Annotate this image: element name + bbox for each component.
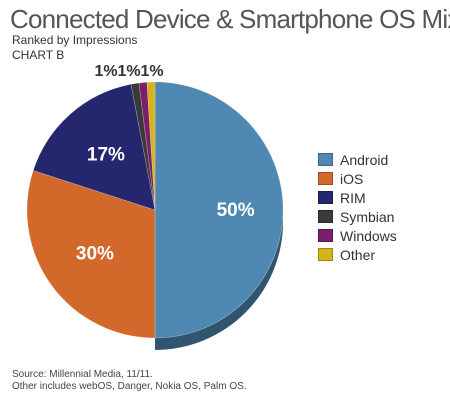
legend-label: Android [340,151,389,168]
slice-label-android: 50% [217,200,255,221]
legend-item-ios: iOS [318,169,397,188]
legend: Android iOS RIM Symbian Windows Other [318,150,397,264]
legend-item-rim: RIM [318,188,397,207]
legend-label: Symbian [340,208,395,225]
legend-label: Other [340,246,376,263]
pie-slice-symbian [130,82,156,211]
slice-label-ios: 30% [76,244,114,265]
source-note: Source: Millennial Media, 11/11. [12,369,153,380]
slice-label-symbian: 1% [94,63,117,80]
legend-item-symbian: Symbian [318,207,397,226]
legend-item-other: Other [318,245,397,264]
legend-item-windows: Windows [318,226,397,245]
slice-label-windows: 1% [117,63,140,80]
footnote: Source: Millennial Media, 11/11. Other i… [12,369,247,393]
chart-id-label: CHART B [12,48,65,62]
chart-title: Connected Device & Smartphone OS Mix [10,4,450,34]
slice-label-other: 1% [140,63,163,80]
legend-swatch [318,248,333,261]
legend-item-android: Android [318,150,397,169]
legend-swatch [318,210,333,223]
legend-swatch [318,172,333,185]
slice-label-rim: 17% [87,144,125,165]
pie-slice-rim [32,83,156,211]
pie-slice-other [146,81,156,211]
chart-subtitle: Ranked by Impressions [12,33,138,47]
legend-label: iOS [340,170,364,187]
legend-label: RIM [340,189,366,206]
pie-slice-ios [26,170,156,339]
legend-swatch [318,191,333,204]
legend-label: Windows [340,227,397,244]
legend-swatch [318,153,333,166]
other-note: Other includes webOS, Danger, Nokia OS, … [12,381,247,392]
pie-slice-android [154,81,284,339]
legend-swatch [318,229,333,242]
pie-slice-windows [138,81,156,211]
